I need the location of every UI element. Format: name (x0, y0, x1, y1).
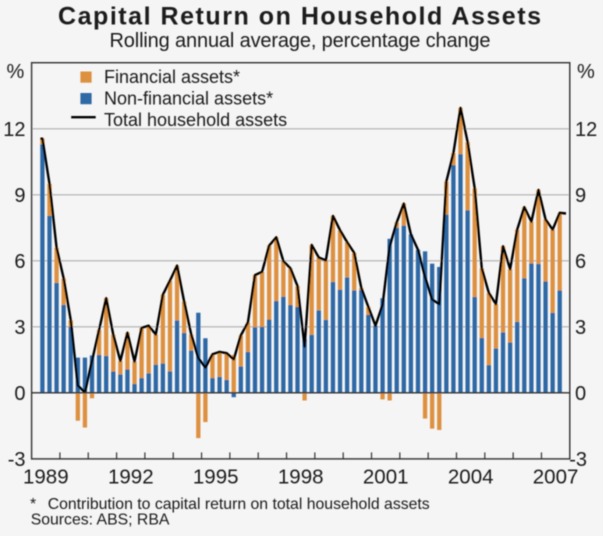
svg-text:-3: -3 (8, 449, 26, 471)
svg-text:%: % (577, 61, 595, 83)
svg-text:12: 12 (575, 119, 597, 141)
svg-text:9: 9 (14, 185, 25, 207)
svg-text:1998: 1998 (278, 466, 324, 489)
svg-text:3: 3 (575, 317, 586, 339)
svg-text:6: 6 (575, 251, 586, 273)
svg-text:*: * (30, 496, 36, 513)
svg-text:Total household assets: Total household assets (104, 110, 287, 130)
svg-text:-3: -3 (569, 449, 587, 471)
svg-text:3: 3 (14, 317, 25, 339)
svg-text:9: 9 (575, 185, 586, 207)
svg-text:%: % (7, 61, 25, 83)
svg-text:2004: 2004 (448, 466, 494, 489)
svg-text:12: 12 (3, 119, 25, 141)
svg-text:Sources: ABS; RBA: Sources: ABS; RBA (31, 512, 170, 529)
svg-text:2007: 2007 (533, 466, 579, 489)
svg-text:0: 0 (14, 383, 25, 405)
svg-text:Contribution to capital return: Contribution to capital return on total … (48, 496, 430, 513)
svg-text:Financial assets*: Financial assets* (104, 67, 240, 87)
svg-text:0: 0 (575, 383, 586, 405)
svg-text:1992: 1992 (108, 466, 154, 489)
svg-text:2001: 2001 (363, 466, 409, 489)
svg-text:Rolling annual average, percen: Rolling annual average, percentage chang… (110, 30, 491, 52)
svg-text:6: 6 (14, 251, 25, 273)
svg-text:Non-financial assets*: Non-financial assets* (104, 89, 273, 109)
svg-text:1995: 1995 (193, 466, 239, 489)
svg-text:1989: 1989 (23, 466, 69, 489)
